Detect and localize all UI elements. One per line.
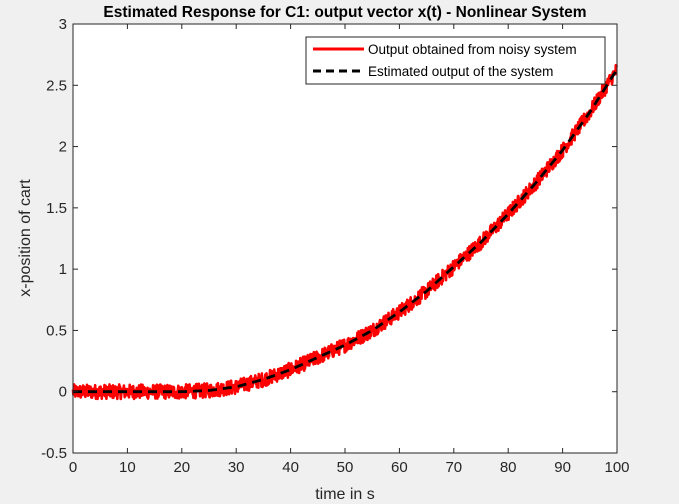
ticks-layer: 0 10 20 30 40 50 60 70 80 90 100-0.500.511.522.53 bbox=[41, 16, 629, 476]
series-noisy-line bbox=[71, 63, 619, 401]
x-axis-label: time in s bbox=[315, 486, 375, 503]
x-tick-label: 100 bbox=[604, 459, 629, 476]
y-tick-label: 0.5 bbox=[46, 322, 67, 339]
series-layer bbox=[71, 63, 619, 401]
legend-box bbox=[305, 36, 606, 85]
y-tick-label: 0 bbox=[59, 384, 67, 401]
legend: Output obtained from noisy system Estima… bbox=[305, 36, 606, 85]
y-axis-label: x-position of cart bbox=[17, 179, 34, 297]
x-tick-label: 90 bbox=[554, 459, 571, 476]
y-tick-label: 3 bbox=[59, 16, 67, 33]
x-tick-label: 80 bbox=[500, 459, 517, 476]
y-tick-label: 2 bbox=[59, 139, 67, 156]
legend-label-estimated: Estimated output of the system bbox=[368, 64, 553, 79]
x-tick-label: 50 bbox=[337, 459, 354, 476]
series-estimated-line bbox=[73, 68, 619, 394]
x-tick-label: 30 bbox=[228, 459, 245, 476]
x-tick-label: 20 bbox=[173, 459, 190, 476]
x-tick-label: 70 bbox=[445, 459, 462, 476]
x-tick-label: 0 bbox=[69, 459, 77, 476]
y-tick-label: -0.5 bbox=[41, 445, 67, 462]
chart-title: Estimated Response for C1: output vector… bbox=[103, 4, 586, 21]
x-tick-label: 60 bbox=[391, 459, 408, 476]
legend-label-noisy: Output obtained from noisy system bbox=[368, 42, 577, 57]
y-tick-label: 1 bbox=[59, 261, 67, 278]
x-tick-label: 10 bbox=[119, 459, 136, 476]
y-tick-label: 1.5 bbox=[46, 200, 67, 217]
y-tick-label: 2.5 bbox=[46, 77, 67, 94]
x-tick-label: 40 bbox=[282, 459, 299, 476]
plot-area bbox=[73, 24, 617, 453]
